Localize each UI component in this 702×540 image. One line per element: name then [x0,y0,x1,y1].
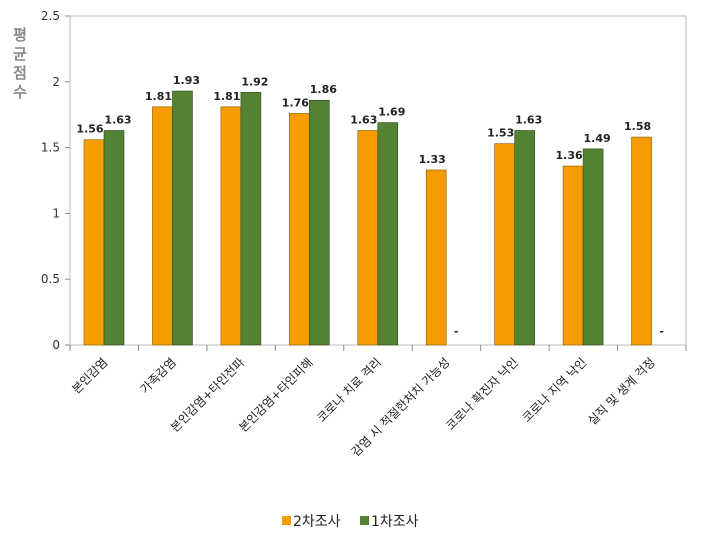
bar [514,130,535,346]
data-label: 1.81 [213,90,240,103]
data-label: 1.49 [584,132,611,145]
y-tick-label: 2.5 [41,9,60,23]
bar [220,106,242,346]
bar [103,130,125,346]
y-tick-label: 0.5 [41,272,60,286]
x-tick-label: 코로나 확진자 낙인 [443,355,521,433]
bar [494,143,515,346]
x-tick-label: 코로나 치료 격리 [314,355,384,425]
y-tick-label: 2 [52,75,60,89]
bar [240,92,262,346]
legend-label: 1차조사 [371,514,419,530]
bar [172,90,193,346]
bar [152,106,173,346]
data-label: 1.86 [310,83,337,96]
data-label: 1.33 [419,153,446,166]
bar [309,99,330,346]
data-label: 1.76 [282,96,309,109]
bar [289,113,310,346]
data-label: 1.56 [76,123,103,136]
x-tick-label: 본인감염 [69,355,110,396]
x-tick-label: 코로나 지역 낙인 [520,355,590,425]
bar [631,136,652,346]
data-label: 1.93 [173,74,200,87]
bar [377,122,399,346]
data-label: 1.53 [487,127,514,140]
legend-label: 2차조사 [293,514,341,530]
x-tick-label: 가족감염 [138,355,179,396]
y-tick-label: 1.5 [41,141,60,155]
bar [582,148,604,346]
x-tick-label: 본인감염+타인피해 [236,355,315,434]
x-tick-label: 실직 및 생계 걱정 [585,355,658,428]
data-label: 1.69 [378,106,405,119]
data-label: 1.81 [145,90,172,103]
data-label: 1.58 [624,120,651,133]
y-tick-label: 1 [52,206,60,220]
data-label: - [454,325,459,338]
data-label: 1.63 [515,113,542,126]
legend-swatch [282,516,291,525]
bar [83,139,105,346]
bar [357,130,379,346]
y-axis-title: 평균점수 [13,26,27,101]
data-label: 1.36 [556,149,583,162]
bar [425,169,447,346]
legend-swatch [360,516,369,525]
x-tick-label: 본인감염+타인전파 [168,355,247,434]
y-tick-label: 0 [52,338,60,352]
bar [562,165,584,346]
data-label: 1.63 [104,113,131,126]
data-label: 1.92 [241,75,268,88]
data-label: - [659,325,664,338]
data-label: 1.63 [350,113,377,126]
